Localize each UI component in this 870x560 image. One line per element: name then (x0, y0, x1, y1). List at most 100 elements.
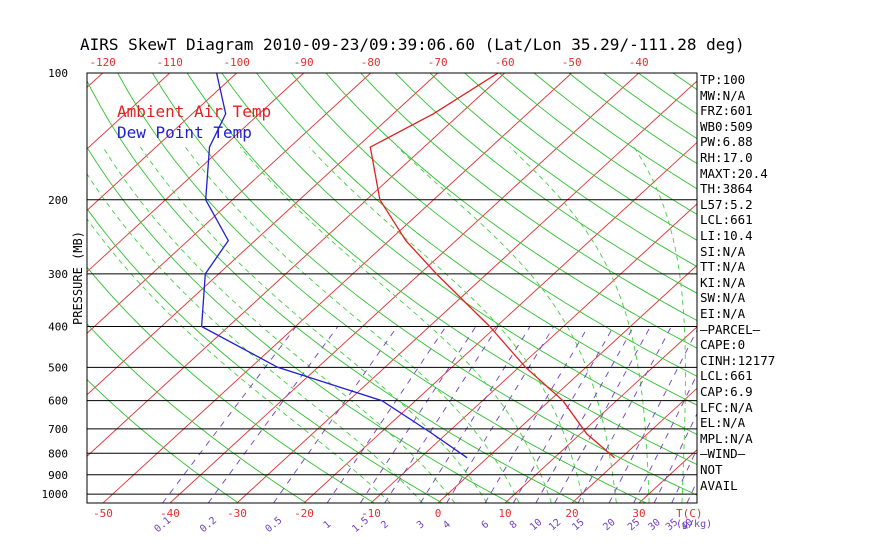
mixing-ratio-label: 2 (379, 519, 391, 531)
mixing-ratio-label: 0.2 (198, 515, 219, 535)
dry-adiabat-line (464, 73, 697, 241)
bottom-temp-tick-label: -20 (294, 507, 314, 520)
moist-adiabat-line (633, 146, 686, 503)
moist-adiabat-line (308, 146, 585, 503)
stability-index-item: CINH:12177 (700, 352, 776, 368)
dry-adiabat-line (221, 73, 697, 435)
stability-index-item: KI:N/A (700, 274, 746, 290)
stability-index-item: TT:N/A (700, 259, 746, 275)
stability-index-item: —PARCEL— (700, 321, 761, 337)
dry-adiabat-line (325, 73, 697, 349)
isotherm-line (102, 73, 573, 503)
stability-index-item: RH:17.0 (700, 150, 753, 165)
pressure-tick-label: 900 (48, 469, 68, 482)
mixing-ratio-line (326, 326, 447, 503)
pressure-tick-label: 700 (48, 423, 68, 436)
isotherm-line (504, 326, 697, 503)
stability-index-item: FRZ:601 (700, 103, 753, 119)
dry-adiabat-line (638, 73, 697, 115)
moist-adiabat-line (140, 146, 488, 503)
stability-index-item: EL:N/A (700, 415, 746, 431)
stability-index-item: MW:N/A (700, 87, 746, 103)
dry-adiabat-line (117, 73, 647, 503)
isotherm-line (773, 73, 870, 503)
pressure-tick-label: 600 (48, 395, 68, 408)
stability-index-item: TP:100 (700, 72, 746, 87)
pressure-tick-label: 300 (48, 268, 68, 281)
stability-index-item: LI:10.4 (700, 228, 753, 243)
pressure-tick-label: 500 (48, 361, 68, 374)
mixing-ratio-label: 20 (601, 517, 617, 533)
bottom-temp-tick-label: 30 (632, 507, 645, 520)
top-temp-tick-label: -90 (294, 56, 314, 69)
pressure-tick-label: 400 (48, 321, 68, 334)
mixing-ratio-label: 3 (415, 519, 427, 531)
pressure-tick-label: 1000 (42, 488, 69, 501)
stability-index-item: NOT (700, 462, 723, 477)
isotherm-line (87, 73, 506, 457)
mixing-ratio-line (384, 326, 499, 503)
top-temp-tick-label: -80 (361, 56, 381, 69)
dry-adiabat-line (290, 73, 697, 377)
dry-adiabat-line (87, 378, 239, 503)
dry-adiabat-line (87, 266, 375, 503)
mixing-ratio-line (446, 326, 555, 503)
isotherm-line (87, 73, 372, 334)
stability-index-item: L57:5.2 (700, 196, 753, 212)
top-temp-tick-label: -110 (156, 56, 183, 69)
stability-index-item: PW:6.88 (700, 134, 753, 150)
isotherm-line (169, 73, 640, 503)
mixing-ratio-line (484, 326, 589, 503)
dry-adiabat-line (186, 73, 697, 466)
isotherm-line (638, 449, 697, 503)
mixing-ratio-line (608, 329, 697, 503)
top-temp-tick-label: -40 (629, 56, 649, 69)
dry-adiabat-line (360, 73, 697, 321)
mixing-ratio-label: 1 (322, 519, 334, 531)
stability-index-item: LCL:661 (700, 368, 753, 384)
top-temp-tick-label: -120 (89, 56, 116, 69)
stability-index-item: CAPE:0 (700, 337, 746, 353)
stability-index-item: CAP:6.9 (700, 384, 753, 399)
plot-area (87, 73, 870, 503)
bottom-temp-tick-label: -50 (93, 507, 113, 520)
isotherm-line (437, 264, 697, 503)
x-axis-label: T(C) (676, 507, 703, 520)
mixing-ratio-label: 4 (441, 519, 453, 531)
mixing-ratio-unit-label: (g/kg) (676, 519, 712, 530)
bottom-temp-tick-label: -10 (361, 507, 381, 520)
mixing-ratio-line (162, 326, 297, 503)
stability-index-item: EI:N/A (700, 306, 746, 321)
stability-index-item: SI:N/A (700, 243, 746, 259)
top-temp-tick-label: -50 (562, 56, 582, 69)
top-temp-tick-label: -70 (428, 56, 448, 69)
isotherm-line (87, 73, 305, 273)
top-temp-tick-label: -100 (223, 56, 250, 69)
dry-adiabat-line (742, 73, 870, 503)
mixing-ratio-label: 8 (508, 519, 520, 531)
stability-index-item: LFC:N/A (700, 399, 753, 415)
dry-adiabat-line (87, 323, 307, 503)
isotherm-line (87, 73, 171, 150)
bottom-temp-tick-label: -40 (160, 507, 180, 520)
pressure-tick-label: 800 (48, 447, 68, 460)
isotherm-line (303, 141, 697, 503)
page-title: AIRS SkewT Diagram 2010-09-23/09:39:06.6… (80, 35, 745, 54)
bottom-temp-tick-label: -30 (227, 507, 247, 520)
dry-adiabat-line (394, 73, 697, 294)
dry-adiabat-line (152, 73, 697, 496)
bottom-temp-tick-label: 20 (565, 507, 578, 520)
mixing-ratio-line (633, 373, 697, 503)
top-temp-tick-label: -60 (495, 56, 515, 69)
dewpoint-temp-line (200, 73, 468, 459)
mixing-ratio-line (420, 326, 531, 503)
dry-adiabat-line (429, 73, 697, 268)
bottom-temp-tick-label: 0 (435, 507, 442, 520)
mixing-ratio-line (207, 326, 339, 503)
mixing-ratio-line (273, 326, 398, 503)
stability-index-item: —WIND— (700, 446, 746, 462)
stability-index-item: MPL:N/A (700, 430, 753, 446)
isotherm-line (571, 387, 697, 503)
dry-adiabat-line (256, 73, 697, 406)
